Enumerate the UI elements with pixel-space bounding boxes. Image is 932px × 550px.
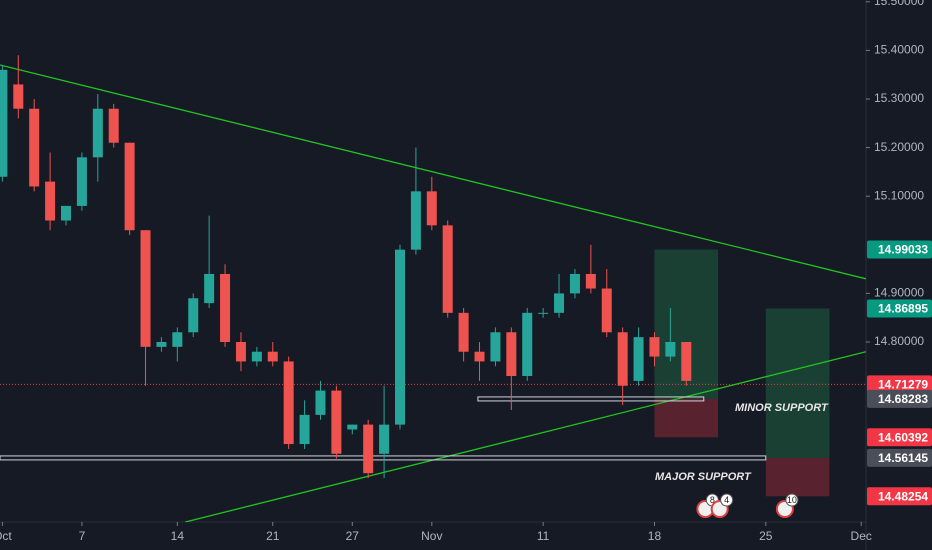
candle-body: [569, 273, 580, 294]
event-badge-text: 10: [787, 495, 797, 505]
y-tick-label: 15.30000: [874, 91, 924, 105]
candle-body: [331, 390, 342, 454]
price-label: 14.48254: [878, 489, 928, 503]
target-zone: [765, 308, 830, 458]
price-label-box: [867, 299, 932, 318]
price-label: 14.71279: [878, 378, 928, 392]
trendline: [185, 351, 866, 522]
price-label-box: [867, 487, 932, 506]
candle-body: [363, 424, 374, 474]
price-label: 14.99033: [878, 243, 928, 257]
candle-body: [251, 351, 262, 362]
plot: [0, 55, 866, 522]
event-badge: [785, 493, 799, 507]
event-badge: [720, 493, 734, 507]
candle-body: [299, 414, 310, 445]
x-tick-label: 14: [171, 529, 185, 543]
support-label: MAJOR SUPPORT: [655, 471, 752, 483]
candle-body: [188, 298, 199, 333]
candle-body: [13, 84, 24, 109]
candle-body: [649, 337, 660, 357]
candle-body: [45, 181, 56, 221]
candle-body: [347, 424, 358, 430]
price-label: 14.60392: [878, 430, 928, 444]
candle-body: [617, 332, 628, 386]
candle-body: [204, 273, 215, 304]
support-line: [477, 396, 705, 402]
x-tick-label: 11: [537, 529, 550, 543]
candle-body: [140, 230, 151, 347]
candle-body: [76, 157, 87, 206]
candle-body: [665, 341, 676, 357]
candle-body: [29, 108, 40, 187]
x-tick-label: Oct: [0, 529, 12, 543]
candle-body: [458, 312, 469, 352]
candle-body: [601, 288, 612, 333]
x-tick-label: 18: [648, 529, 662, 543]
x-tick-label: Dec: [851, 529, 872, 543]
candle-body: [379, 424, 390, 454]
candle-body: [220, 273, 231, 342]
x-tick-label: Nov: [421, 529, 442, 543]
candle-body: [442, 225, 453, 313]
candle-body: [426, 191, 437, 226]
candle-body: [394, 249, 405, 425]
y-tick-label: 15.50000: [874, 0, 924, 8]
price-label: 14.86895: [878, 302, 928, 316]
candle-body: [506, 332, 517, 377]
x-tick-label: 21: [266, 529, 280, 543]
candle-body: [156, 341, 167, 347]
candle-body: [283, 361, 294, 445]
y-tick-label: 14.80000: [874, 334, 924, 348]
event-badge-text: 8: [710, 495, 715, 505]
trendline: [0, 64, 866, 280]
price-label: 14.68283: [878, 392, 928, 406]
price-label-box: [867, 389, 932, 408]
candle-body: [474, 351, 485, 362]
price-label-box: [867, 240, 932, 259]
candle-body: [410, 191, 421, 250]
candle-body: [681, 341, 692, 381]
candle-body: [554, 293, 565, 313]
y-tick-label: 15.10000: [874, 188, 924, 202]
support-line: [0, 455, 767, 461]
y-tick-label: 15.40000: [874, 43, 924, 57]
candle-body: [522, 312, 533, 377]
price-label-box: [867, 428, 932, 447]
price-label-box: [867, 448, 932, 467]
candle-body: [235, 341, 246, 362]
candle-body: [124, 142, 135, 231]
stop-zone: [654, 398, 719, 438]
price-label-box: [867, 375, 932, 394]
candle-body: [172, 332, 183, 347]
x-tick-label: 25: [759, 529, 773, 543]
candle-body: [0, 69, 8, 177]
price-label: 14.56145: [878, 451, 928, 465]
candle-body: [108, 108, 119, 143]
support-label: MINOR SUPPORT: [735, 402, 829, 414]
y-tick-label: 15.20000: [874, 140, 924, 154]
candle-body: [267, 351, 278, 362]
stop-zone: [765, 457, 830, 497]
candle-body: [92, 108, 103, 158]
x-tick-label: 7: [79, 529, 86, 543]
candle-body: [585, 273, 596, 289]
y-tick-label: 14.90000: [874, 286, 924, 300]
candle-body: [61, 205, 72, 221]
x-tick-label: 27: [346, 529, 360, 543]
candle-body: [633, 337, 644, 381]
candle-body: [538, 312, 549, 314]
candle-body: [490, 332, 501, 362]
event-badge-text: 4: [724, 495, 729, 505]
candle-body: [315, 390, 326, 415]
